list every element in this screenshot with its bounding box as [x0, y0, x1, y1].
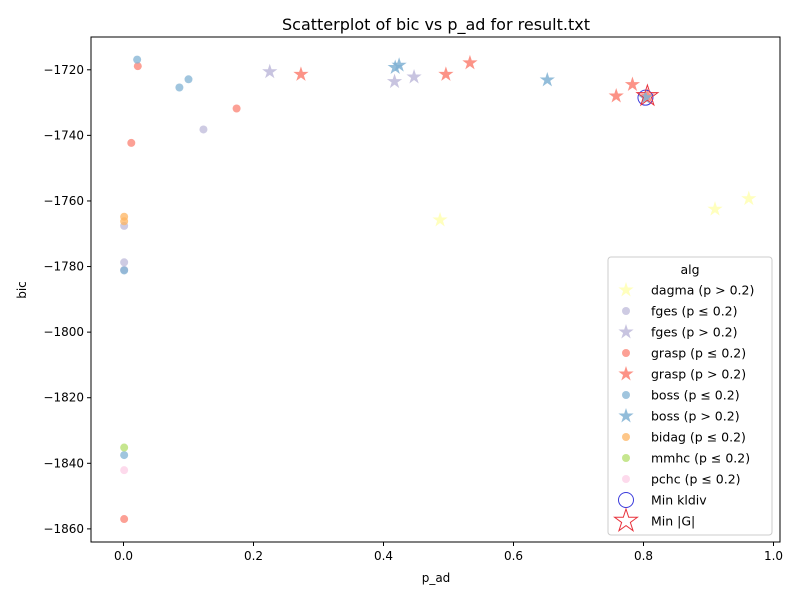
data-point [637, 89, 654, 105]
data-point [120, 466, 129, 475]
legend-label: fges (p ≤ 0.2) [651, 304, 738, 319]
legend-marker [613, 507, 639, 533]
data-point [184, 75, 193, 84]
legend-marker [622, 349, 630, 357]
data-point [391, 57, 407, 72]
data-point [120, 515, 129, 524]
legend-item: grasp (p > 0.2) [618, 366, 746, 382]
data-point [133, 62, 142, 71]
axes-frame [90, 36, 781, 543]
legend-item: bidag (p ≤ 0.2) [622, 430, 746, 445]
legend-marker [618, 324, 634, 339]
data-point [462, 54, 478, 70]
legend-label: fges (p > 0.2) [651, 325, 738, 340]
data-point [133, 55, 142, 64]
data-point [120, 217, 129, 226]
legend-item: boss (p ≤ 0.2) [622, 388, 740, 403]
legend-item: Min |G| [613, 507, 695, 533]
data-point [438, 66, 454, 81]
data-point [608, 88, 624, 103]
y-tick-label: −1760 [43, 194, 84, 208]
y-tick-label: −1800 [43, 325, 84, 339]
data-point [386, 73, 403, 89]
data-point [120, 258, 129, 267]
series-dagma-p-0-2 [432, 190, 757, 227]
data-point [127, 138, 136, 147]
legend-label: mmhc (p ≤ 0.2) [651, 451, 750, 466]
legend-item: mmhc (p ≤ 0.2) [622, 451, 750, 466]
y-axis-label: bic [15, 281, 29, 299]
chart-title: Scatterplot of bic vs p_ad for result.tx… [282, 15, 590, 35]
legend-item: dagma (p > 0.2) [618, 282, 754, 298]
data-point [293, 66, 309, 81]
data-point [539, 71, 555, 87]
legend-label: grasp (p > 0.2) [651, 367, 746, 382]
data-point [262, 63, 278, 79]
highlight-marker [635, 83, 660, 107]
legend-label: Min |G| [651, 514, 695, 529]
x-axis-label: p_ad [422, 571, 451, 585]
x-tick-label: 0.6 [504, 549, 523, 563]
legend-label: boss (p > 0.2) [651, 409, 740, 424]
data-point [387, 59, 403, 74]
y-tick-label: −1780 [43, 260, 84, 274]
x-axis: 0.0 0.2 0.4 0.6 0.8 1.0 [114, 542, 783, 563]
legend: alg dagma (p > 0.2) fges (p ≤ 0.2) fges (p … [607, 256, 773, 536]
legend-item: boss (p > 0.2) [618, 408, 740, 424]
data-point [406, 69, 422, 84]
series-mmhc-p-0-2 [120, 443, 129, 452]
x-tick-label: 0.2 [244, 549, 263, 563]
y-tick-label: −1740 [43, 128, 84, 142]
legend-title: alg [680, 262, 699, 277]
legend-label: boss (p ≤ 0.2) [651, 388, 740, 403]
data-point [624, 76, 641, 92]
data-point [175, 83, 184, 92]
plot-area [120, 54, 757, 524]
legend-label: bidag (p ≤ 0.2) [651, 430, 746, 445]
series-bidag-p-0-2 [120, 212, 129, 226]
series-boss-p-0-2 [387, 57, 654, 105]
data-point [120, 266, 129, 275]
legend-marker [622, 391, 630, 399]
legend-marker [618, 366, 634, 381]
legend-label: grasp (p ≤ 0.2) [651, 346, 746, 361]
legend-marker [622, 475, 630, 483]
y-axis: −1720 −1740 −1760 −1780 −1800 −1820 −1840 −1860 [43, 63, 91, 536]
x-tick-label: 1.0 [764, 549, 783, 563]
highlight-min-g [635, 83, 660, 107]
y-tick-label: −1860 [43, 522, 84, 536]
data-point [232, 104, 241, 113]
x-tick-label: 0.0 [114, 549, 133, 563]
y-tick-label: −1840 [43, 456, 84, 470]
legend-item: grasp (p ≤ 0.2) [622, 346, 746, 361]
x-tick-label: 0.4 [374, 549, 393, 563]
series-boss-p-0-2 [120, 55, 193, 460]
series-grasp-p-0-2 [120, 62, 241, 524]
data-point [707, 201, 723, 216]
legend-label: pchc (p ≤ 0.2) [651, 472, 741, 487]
data-point [741, 190, 757, 206]
legend-marker [618, 408, 634, 423]
legend-label: dagma (p > 0.2) [651, 283, 754, 298]
legend-item: pchc (p ≤ 0.2) [622, 472, 741, 487]
data-point [120, 451, 129, 460]
series-fges-p-0-2 [262, 63, 422, 89]
legend-marker [622, 433, 630, 441]
legend-item: fges (p > 0.2) [618, 324, 738, 340]
legend-item: fges (p ≤ 0.2) [622, 304, 738, 319]
legend-marker [618, 282, 634, 297]
legend-box [607, 256, 773, 536]
y-tick-label: −1820 [43, 391, 84, 405]
data-point [432, 211, 448, 227]
legend-marker [622, 307, 630, 315]
data-point [199, 125, 208, 134]
y-tick-label: −1720 [43, 63, 84, 77]
series-pchc-p-0-2 [120, 466, 129, 475]
legend-marker [622, 454, 630, 462]
legend-label: Min kldiv [651, 493, 707, 508]
data-point [120, 443, 129, 452]
x-tick-label: 0.8 [634, 549, 653, 563]
